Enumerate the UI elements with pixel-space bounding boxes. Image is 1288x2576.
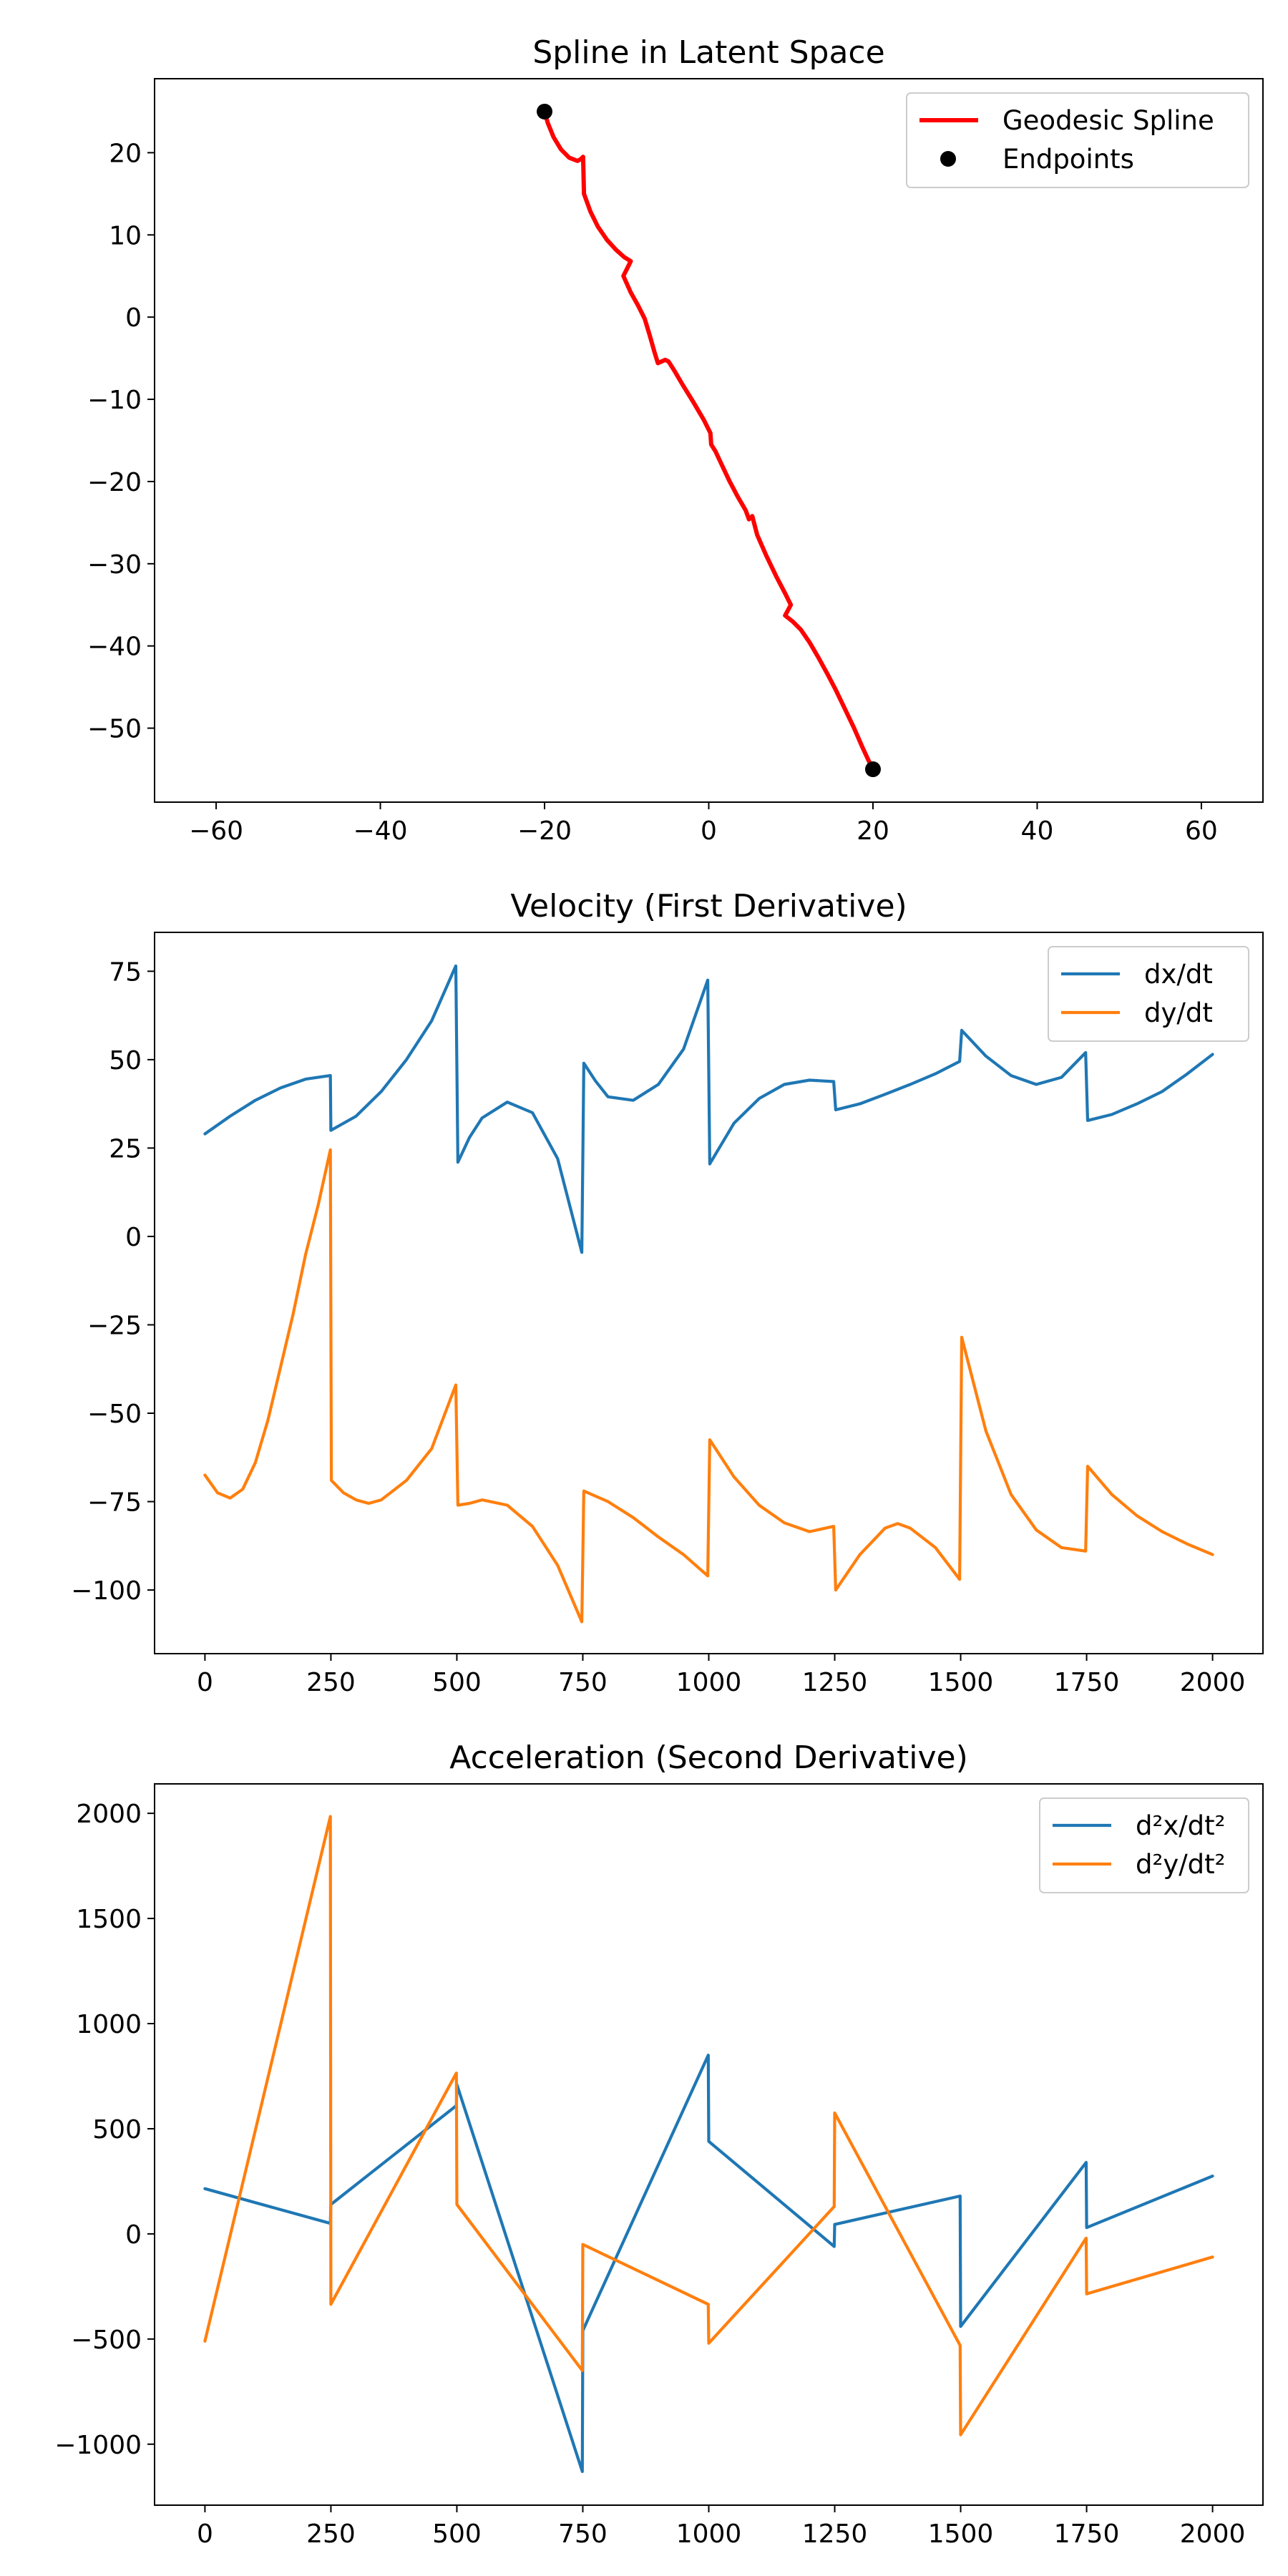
legend-label: d²y/dt² [1136, 1849, 1226, 1880]
x-tick-label: 1000 [676, 2519, 742, 2549]
y-tick-label: −25 [87, 1311, 142, 1340]
x-tick-label: 1500 [928, 2519, 994, 2549]
legend-label: dy/dt [1144, 997, 1213, 1028]
chart-panel-3: Acceleration (Second Derivative) 0 250 500 7… [54, 1740, 1264, 2549]
x-tick-label: −20 [517, 816, 572, 846]
x-tick-label: −40 [353, 816, 408, 846]
y-tick-label: −100 [71, 1576, 142, 1606]
legend-label: dx/dt [1144, 959, 1213, 990]
y-tick-label: −40 [87, 633, 142, 662]
plot-area [203, 964, 1214, 1624]
legend: Geodesic Spline Endpoints [906, 92, 1249, 188]
series-line-2 [203, 1148, 1214, 1624]
x-tick-label: 250 [306, 1668, 356, 1697]
x-tick-label: 40 [1021, 816, 1054, 846]
legend-box [1039, 1797, 1249, 1893]
x-tick-label: 1750 [1054, 2519, 1120, 2549]
y-tick-label: 50 [109, 1046, 142, 1075]
y-tick-label: −20 [87, 468, 142, 497]
endpoint-marker [864, 761, 881, 778]
y-tick-label: 500 [92, 2115, 142, 2145]
x-tick-label: 500 [432, 2519, 482, 2549]
endpoint-marker [537, 103, 553, 119]
chart-panel-1: Spline in Latent Space −60 −40 −20 0 20 40 60 −5… [87, 34, 1264, 846]
plot-area [203, 1815, 1214, 2474]
x-tick-label: 1500 [928, 1668, 994, 1697]
legend-box [1048, 946, 1249, 1042]
y-tick-label: 25 [109, 1134, 142, 1163]
legend-box [906, 92, 1249, 188]
y-tick-label: −50 [87, 1400, 142, 1429]
y-tick-label: 20 [109, 139, 142, 168]
series-line-1 [203, 2054, 1214, 2474]
y-tick-label: −75 [87, 1488, 142, 1518]
legend-label: d²x/dt² [1136, 1810, 1226, 1841]
y-tick-label: 1500 [76, 1905, 142, 1934]
x-tick-label: 20 [857, 816, 889, 846]
x-tick-label: −60 [189, 816, 243, 846]
y-tick-label: −10 [87, 386, 142, 415]
y-tick-label: −30 [87, 550, 142, 580]
x-tick-label: 60 [1185, 816, 1218, 846]
legend: dx/dt dy/dt [1048, 946, 1249, 1042]
series-line-1 [542, 109, 875, 771]
chart-title: Acceleration (Second Derivative) [449, 1740, 968, 1776]
x-tick-label: 1250 [802, 2519, 868, 2549]
x-tick-label: 250 [306, 2519, 356, 2549]
chart-title: Velocity (First Derivative) [510, 888, 907, 924]
series-line-2 [203, 1815, 1214, 2436]
x-tick-label: 750 [558, 2519, 608, 2549]
y-tick-label: 0 [125, 1223, 142, 1252]
chart-panel-2: Velocity (First Derivative)0 250 500 750 100… [71, 888, 1264, 1697]
y-tick-label: 1000 [76, 2010, 142, 2039]
y-tick-label: 10 [109, 221, 142, 250]
x-tick-label: 2000 [1180, 2519, 1246, 2549]
x-tick-label: 1750 [1054, 1668, 1120, 1697]
plot-area [542, 109, 875, 771]
y-tick-label: −1000 [54, 2431, 142, 2460]
y-tick-label: 0 [125, 2220, 142, 2250]
y-tick-label: 2000 [76, 1800, 142, 1829]
y-tick-label: −50 [87, 715, 142, 744]
x-tick-label: 0 [197, 2519, 213, 2549]
x-tick-label: 1250 [802, 1668, 868, 1697]
x-tick-label: 750 [558, 1668, 608, 1697]
x-tick-label: 2000 [1180, 1668, 1246, 1697]
x-tick-label: 500 [432, 1668, 482, 1697]
x-tick-label: 0 [701, 816, 717, 846]
chart-title: Spline in Latent Space [532, 34, 884, 71]
y-tick-label: 0 [125, 303, 142, 333]
legend-label: Geodesic Spline [1002, 105, 1214, 136]
y-tick-label: −500 [71, 2326, 142, 2355]
legend-label: Endpoints [1002, 144, 1134, 175]
x-tick-label: 0 [197, 1668, 213, 1697]
legend: d²x/dt² d²y/dt² [1039, 1797, 1249, 1893]
series-line-1 [203, 964, 1214, 1254]
legend-marker [940, 151, 956, 167]
x-tick-label: 1000 [676, 1668, 742, 1697]
y-tick-label: 75 [109, 957, 142, 987]
